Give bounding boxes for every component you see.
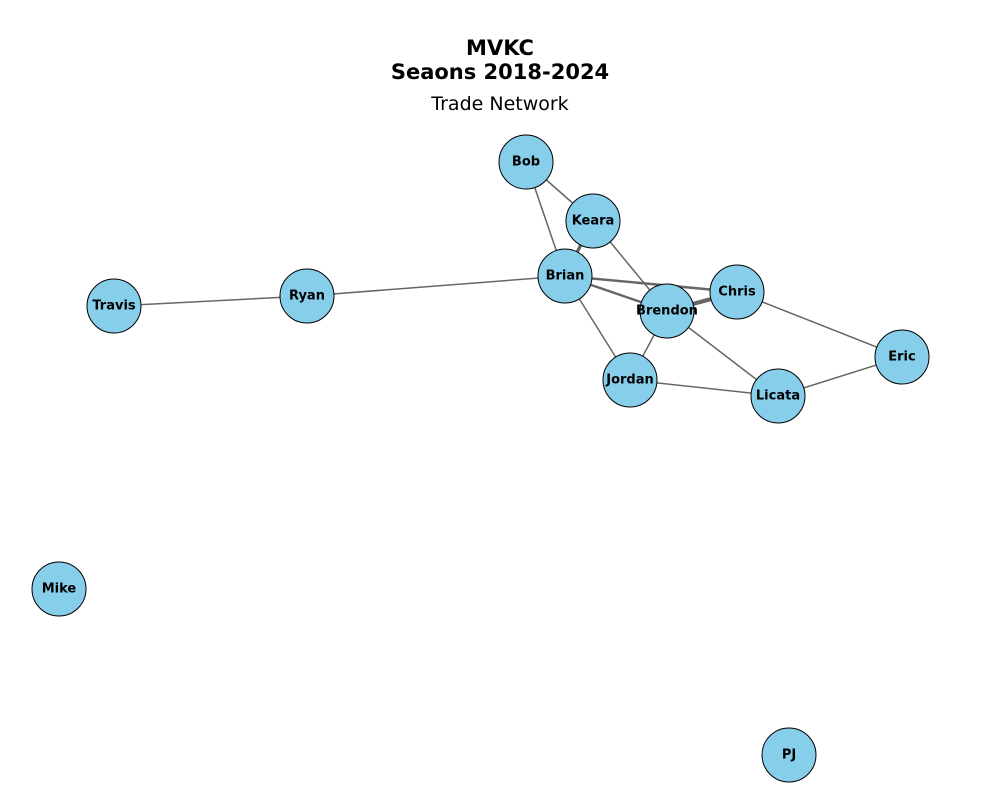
edge-chris-eric (736, 291, 903, 358)
nodes-layer: Bob Keara Brian Chris Brendon Jordan Licata Eri… (31, 134, 930, 783)
node-label: Travis (92, 299, 136, 314)
node-eric: Eric (874, 329, 930, 385)
node-jordan: Jordan (602, 352, 658, 408)
node-circle (874, 329, 930, 385)
node-circle (761, 727, 817, 783)
node-circle (86, 278, 142, 334)
node-keara: Keara (565, 193, 621, 249)
node-label: Keara (572, 214, 615, 229)
edge-ryan-travis (113, 295, 308, 307)
edge-brian-ryan (306, 275, 566, 297)
node-pj: PJ (761, 727, 817, 783)
node-circle (537, 248, 593, 304)
node-licata: Licata (750, 368, 806, 424)
node-circle (565, 193, 621, 249)
node-circle (31, 561, 87, 617)
node-label: Eric (888, 350, 915, 365)
node-brian: Brian (537, 248, 593, 304)
node-circle (639, 283, 695, 339)
node-label: Chris (718, 285, 756, 300)
node-label: Jordan (605, 373, 654, 388)
edge-brian-chris (564, 274, 738, 294)
node-chris: Chris (709, 264, 765, 320)
node-brendon: Brendon (636, 283, 698, 339)
node-mike: Mike (31, 561, 87, 617)
node-label: Brendon (636, 304, 698, 319)
node-label: Mike (42, 582, 77, 597)
node-label: Brian (546, 269, 585, 284)
edges-layer (113, 161, 903, 397)
figure-title-seasons: Seaons 2018-2024 (390, 60, 610, 84)
node-travis: Travis (86, 278, 142, 334)
figure-subtitle: Trade Network (431, 93, 569, 115)
node-label: Ryan (289, 289, 325, 304)
node-label: Bob (512, 155, 540, 170)
node-circle (709, 264, 765, 320)
node-circle (498, 134, 554, 190)
node-circle (750, 368, 806, 424)
figure-title: MVKC (466, 36, 534, 60)
node-circle (602, 352, 658, 408)
node-ryan: Ryan (279, 268, 335, 324)
node-bob: Bob (498, 134, 554, 190)
node-circle (279, 268, 335, 324)
node-label: PJ (782, 748, 796, 763)
node-label: Licata (756, 389, 800, 404)
